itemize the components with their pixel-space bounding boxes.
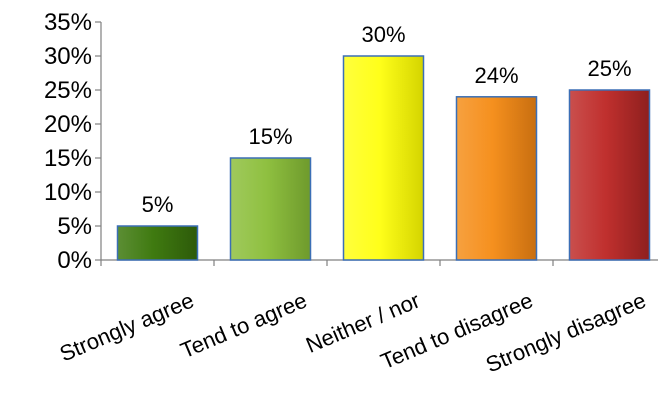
y-tick-label: 25% <box>44 77 92 104</box>
bar-strongly-disagree <box>568 89 651 261</box>
data-label: 5% <box>142 192 174 217</box>
data-label: 25% <box>587 56 631 81</box>
bar-tend-to-agree <box>229 157 312 261</box>
bars <box>116 55 651 261</box>
y-tick-label: 5% <box>57 213 92 240</box>
y-tick-label: 30% <box>44 43 92 70</box>
bar-strongly-agree <box>116 225 199 261</box>
data-label: 30% <box>361 22 405 47</box>
y-tick-label: 0% <box>57 247 92 274</box>
bar-neither-nor <box>342 55 425 261</box>
bar-tend-to-disagree <box>455 96 538 261</box>
y-tick-label: 10% <box>44 179 92 206</box>
axes: 0% 5% 10% 15% 20% 25% 30% 35% <box>44 9 658 274</box>
y-tick-label: 20% <box>44 111 92 138</box>
x-category-label: Strongly agree <box>56 288 197 367</box>
data-label: 24% <box>474 63 518 88</box>
y-tick-label: 15% <box>44 145 92 172</box>
x-category-label: Tend to agree <box>177 288 311 364</box>
y-tick-label: 35% <box>44 9 92 36</box>
data-label: 15% <box>248 124 292 149</box>
